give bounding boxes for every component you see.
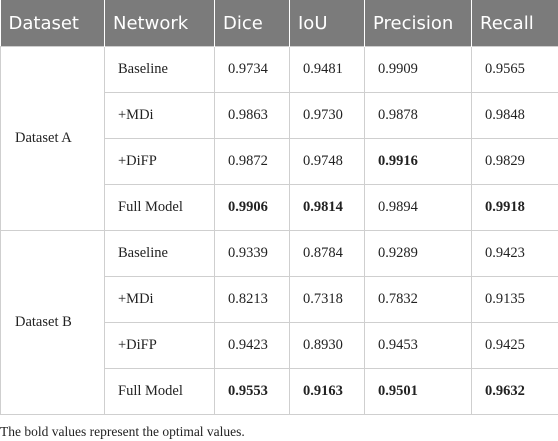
value-cell: 0.9894	[364, 184, 472, 231]
value-cell: 0.9906	[214, 184, 290, 231]
network-cell: Baseline	[104, 46, 215, 93]
header-cell: Dataset	[0, 0, 105, 47]
value-cell: 0.8930	[289, 322, 365, 369]
value-cell: 0.9553	[214, 368, 290, 415]
value-cell: 0.9453	[364, 322, 472, 369]
network-cell: +DiFP	[104, 322, 215, 369]
value-cell: 0.7318	[289, 276, 365, 323]
header-cell: Precision	[364, 0, 472, 47]
table-row: +DiFP 0.9872 0.9748 0.9916 0.9829	[1, 138, 558, 185]
value-cell: 0.9135	[471, 276, 558, 323]
value-cell: 0.9814	[289, 184, 365, 231]
network-cell: Full Model	[104, 368, 215, 415]
value-cell: 0.9734	[214, 46, 290, 93]
footnote: The bold values represent the optimal va…	[0, 424, 245, 439]
value-cell: 0.9339	[214, 230, 290, 277]
network-cell: Baseline	[104, 230, 215, 277]
value-cell: 0.9863	[214, 92, 290, 139]
header-cell: Recall	[471, 0, 558, 47]
dataset-cell: Dataset A	[0, 46, 105, 231]
value-cell: 0.9425	[471, 322, 558, 369]
value-cell: 0.9829	[471, 138, 558, 185]
value-cell: 0.9632	[471, 368, 558, 415]
value-cell: 0.8784	[289, 230, 365, 277]
table-row: +DiFP 0.9423 0.8930 0.9453 0.9425	[1, 322, 558, 369]
value-cell: 0.9909	[364, 46, 472, 93]
value-cell: 0.8213	[214, 276, 290, 323]
value-cell: 0.9918	[471, 184, 558, 231]
header-cell: Network	[104, 0, 215, 47]
value-cell: 0.9289	[364, 230, 472, 277]
value-cell: 0.9730	[289, 92, 365, 139]
network-cell: +DiFP	[104, 138, 215, 185]
network-cell: Full Model	[104, 184, 215, 231]
value-cell: 0.9481	[289, 46, 365, 93]
value-cell: 0.9748	[289, 138, 365, 185]
value-cell: 0.9565	[471, 46, 558, 93]
table-row: +MDi 0.8213 0.7318 0.7832 0.9135	[1, 276, 558, 323]
value-cell: 0.9501	[364, 368, 472, 415]
header-cell: IoU	[289, 0, 365, 47]
value-cell: 0.9163	[289, 368, 365, 415]
dataset-cell: Dataset B	[0, 230, 105, 415]
header-cell: Dice	[214, 0, 290, 47]
table-row: Full Model 0.9553 0.9163 0.9501 0.9632	[1, 368, 558, 415]
header-row: Dataset Network Dice IoU Precision Recall	[0, 0, 558, 47]
table-row: Full Model 0.9906 0.9814 0.9894 0.9918	[1, 184, 558, 231]
value-cell: 0.9878	[364, 92, 472, 139]
value-cell: 0.9916	[364, 138, 472, 185]
table-row: +MDi 0.9863 0.9730 0.9878 0.9848	[1, 92, 558, 139]
table-row: Dataset A Baseline 0.9734 0.9481 0.9909 0.956…	[0, 46, 558, 231]
value-cell: 0.9423	[214, 322, 290, 369]
value-cell: 0.9423	[471, 230, 558, 277]
value-cell: 0.7832	[364, 276, 472, 323]
network-cell: +MDi	[104, 276, 215, 323]
value-cell: 0.9848	[471, 92, 558, 139]
table-body: Dataset A Baseline 0.9734 0.9481 0.9909 0.956…	[0, 46, 558, 415]
value-cell: 0.9872	[214, 138, 290, 185]
table-row: Dataset B Baseline 0.9339 0.8784 0.9289 0.942…	[0, 230, 558, 415]
results-table: Dataset Network Dice IoU Precision Recall Dat…	[0, 0, 558, 415]
network-cell: +MDi	[104, 92, 215, 139]
